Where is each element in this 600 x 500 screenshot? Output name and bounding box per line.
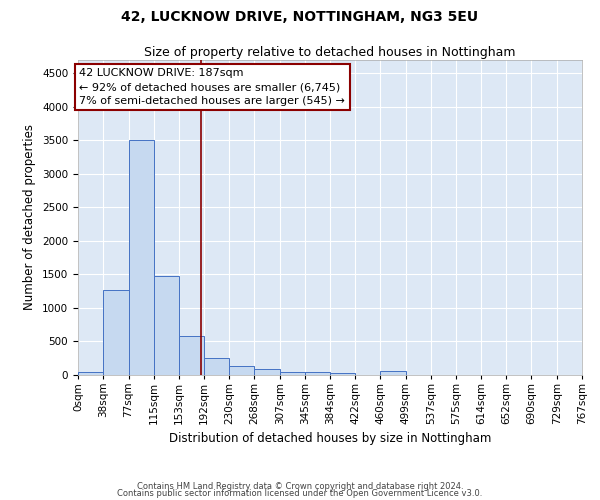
Text: 42 LUCKNOW DRIVE: 187sqm
← 92% of detached houses are smaller (6,745)
7% of semi: 42 LUCKNOW DRIVE: 187sqm ← 92% of detach… (79, 68, 345, 106)
Bar (280, 372, 305, 375)
Bar (78, 372, 103, 375)
Bar (103, 290, 128, 375)
Bar (154, 276, 179, 375)
Bar (229, 366, 254, 375)
Bar (128, 140, 154, 375)
Text: Contains HM Land Registry data © Crown copyright and database right 2024.: Contains HM Land Registry data © Crown c… (137, 482, 463, 491)
Y-axis label: Number of detached properties: Number of detached properties (23, 124, 37, 310)
Text: 42, LUCKNOW DRIVE, NOTTINGHAM, NG3 5EU: 42, LUCKNOW DRIVE, NOTTINGHAM, NG3 5EU (121, 10, 479, 24)
Bar (204, 358, 229, 375)
Bar (179, 336, 204, 375)
Bar (331, 372, 355, 375)
X-axis label: Distribution of detached houses by size in Nottingham: Distribution of detached houses by size … (169, 432, 491, 446)
Bar (380, 372, 406, 375)
Text: Contains public sector information licensed under the Open Government Licence v3: Contains public sector information licen… (118, 489, 482, 498)
Title: Size of property relative to detached houses in Nottingham: Size of property relative to detached ho… (144, 46, 516, 59)
Bar (254, 370, 280, 375)
Bar (305, 372, 331, 375)
